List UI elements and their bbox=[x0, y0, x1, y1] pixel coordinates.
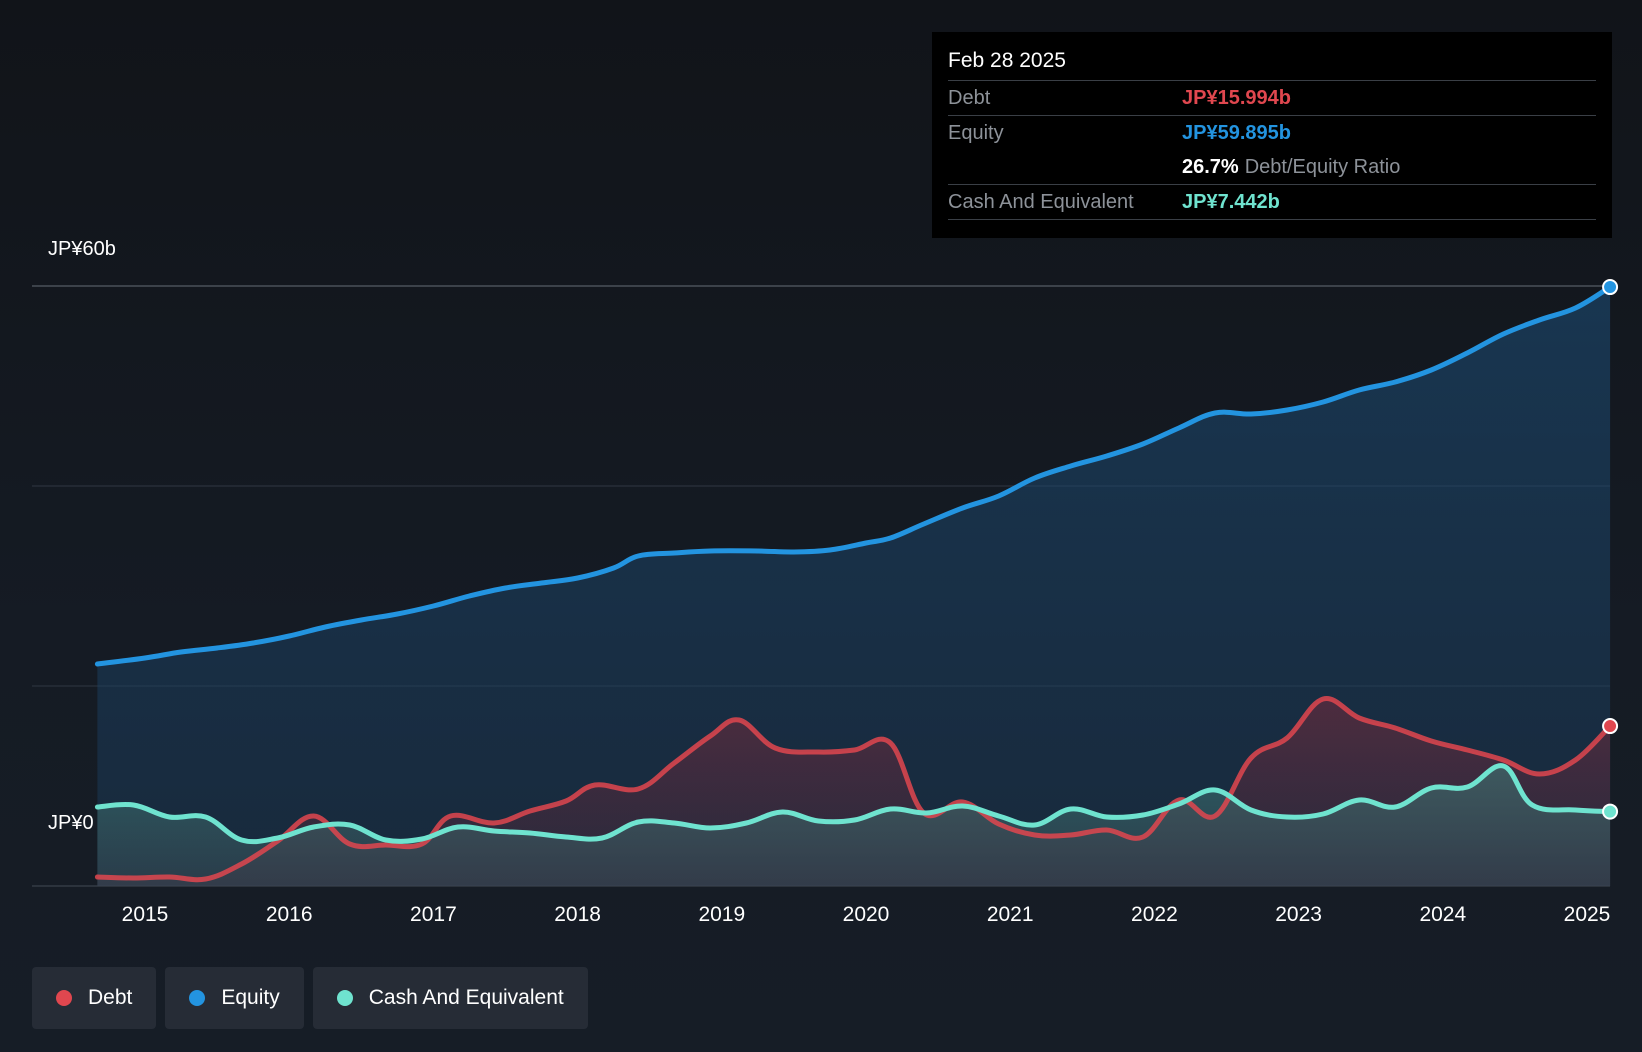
debt-end-marker[interactable] bbox=[1602, 718, 1619, 735]
equity-area bbox=[97, 287, 1611, 886]
tooltip-row-equity: Equity JP¥59.895b bbox=[948, 116, 1596, 150]
tooltip-row-debt: Debt JP¥15.994b bbox=[948, 81, 1596, 116]
cash-and-equivalent-area bbox=[97, 765, 1611, 886]
cash-and-equivalent-line bbox=[94, 763, 1613, 845]
equity-end-marker[interactable] bbox=[1602, 279, 1619, 296]
data-tooltip: Feb 28 2025 Debt JP¥15.994b Equity JP¥59… bbox=[932, 32, 1612, 238]
x-tick-label-2018: 2018 bbox=[554, 903, 601, 926]
debt-dot-icon bbox=[56, 990, 72, 1006]
tooltip-cash-label: Cash And Equivalent bbox=[948, 191, 1134, 213]
legend-item-debt[interactable]: Debt bbox=[32, 967, 157, 1029]
legend-item-equity[interactable]: Equity bbox=[165, 967, 304, 1029]
tooltip-row-cash: Cash And Equivalent JP¥7.442b bbox=[948, 185, 1596, 220]
x-tick-label-2015: 2015 bbox=[122, 903, 169, 926]
tooltip-ratio-label: Debt/Equity Ratio bbox=[1244, 156, 1401, 178]
x-tick-label-2024: 2024 bbox=[1419, 903, 1466, 926]
x-tick-label-2017: 2017 bbox=[410, 903, 457, 926]
x-tick-label-2019: 2019 bbox=[698, 903, 745, 926]
tooltip-cash-value: JP¥7.442b bbox=[1182, 191, 1280, 213]
legend-label-equity: Equity bbox=[221, 986, 280, 1009]
tooltip-row-ratio: 26.7% Debt/Equity Ratio bbox=[948, 150, 1596, 185]
cash-and-equivalent-end-marker[interactable] bbox=[1602, 803, 1619, 820]
legend-label-debt: Debt bbox=[88, 986, 133, 1009]
y-axis-label-bottom: JP¥0 bbox=[48, 812, 94, 834]
y-axis-label-top: JP¥60b bbox=[48, 238, 116, 260]
tooltip-equity-label: Equity bbox=[948, 122, 1004, 144]
x-tick-label-2025: 2025 bbox=[1564, 903, 1611, 926]
tooltip-debt-value: JP¥15.994b bbox=[1182, 87, 1291, 109]
x-tick-label-2022: 2022 bbox=[1131, 903, 1178, 926]
equity-dot-icon bbox=[189, 990, 206, 1006]
tooltip-date: Feb 28 2025 bbox=[948, 46, 1596, 81]
tooltip-ratio-spacer bbox=[948, 150, 1182, 184]
x-tick-label-2023: 2023 bbox=[1275, 903, 1322, 926]
legend-label-cash: Cash And Equivalent bbox=[368, 986, 564, 1009]
tooltip-equity-value: JP¥59.895b bbox=[1182, 122, 1291, 144]
debt-line bbox=[94, 696, 1613, 883]
x-tick-label-2021: 2021 bbox=[987, 903, 1034, 926]
cash-dot-icon bbox=[336, 990, 353, 1006]
legend-item-cash[interactable]: Cash And Equivalent bbox=[312, 967, 588, 1029]
x-tick-label-2020: 2020 bbox=[843, 903, 890, 926]
tooltip-debt-label: Debt bbox=[948, 87, 991, 109]
chart-legend: Debt Equity Cash And Equivalent bbox=[32, 967, 588, 1029]
x-tick-label-2016: 2016 bbox=[266, 903, 313, 926]
tooltip-ratio-value: 26.7% bbox=[1182, 156, 1239, 178]
equity-line bbox=[94, 284, 1613, 667]
